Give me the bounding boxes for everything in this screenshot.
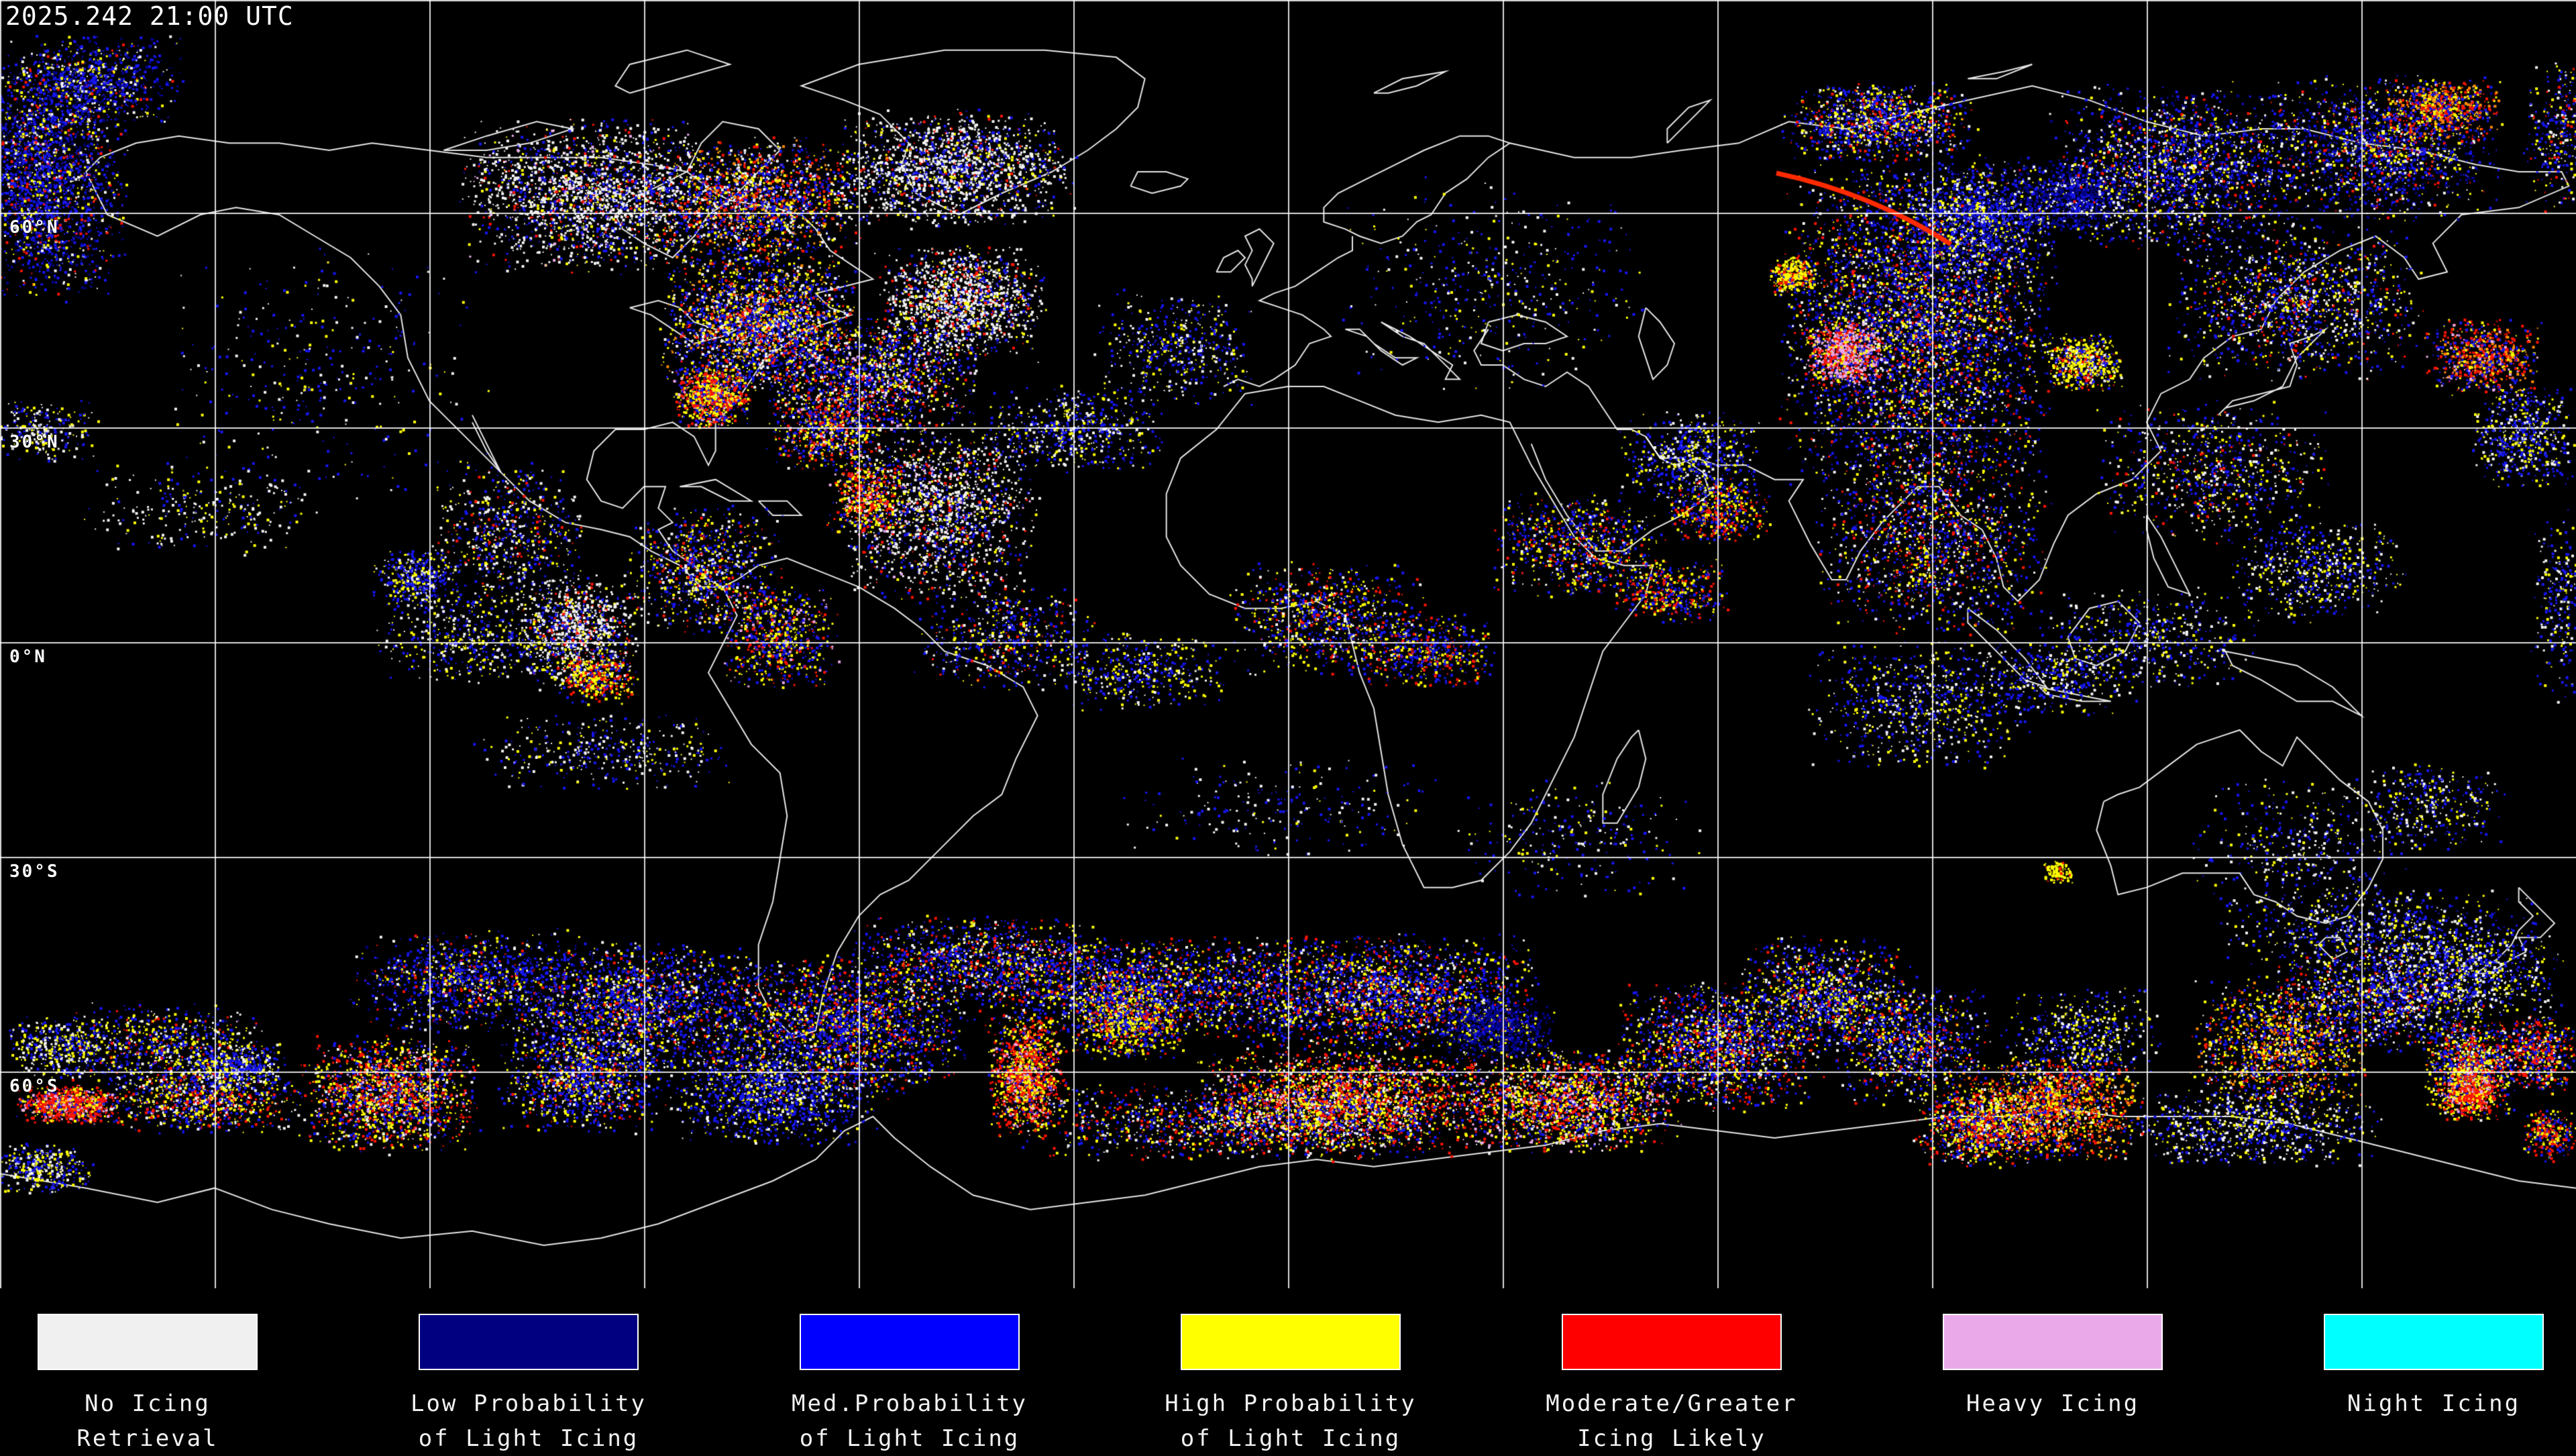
lat-label-0n: 0°N (9, 647, 47, 667)
timestamp: 2025.242 21:00 UTC (5, 1, 294, 31)
legend: No Icing Retrieval Low Probability of Ligh… (0, 1314, 2576, 1452)
legend-item-no-icing: No Icing Retrieval (0, 1314, 338, 1456)
legend-item-low-prob: Low Probability of Light Icing (338, 1314, 719, 1456)
lat-label-60n: 60°N (9, 217, 60, 238)
lat-label-60s: 60°S (9, 1076, 60, 1096)
lat-label-30s: 30°S (9, 862, 60, 882)
legend-label: Moderate/Greater Icing Likely (1546, 1390, 1798, 1452)
legend-swatch-moderate (1562, 1314, 1782, 1370)
legend-item-med-prob: Med.Probability of Light Icing (719, 1314, 1100, 1456)
legend-item-night: Night Icing (2243, 1314, 2576, 1421)
legend-label: Med.Probability of Light Icing (791, 1390, 1028, 1452)
legend-swatch-high-prob (1181, 1314, 1401, 1370)
lat-label-30n: 30°N (9, 432, 60, 452)
legend-swatch-low-prob (419, 1314, 639, 1370)
legend-swatch-no-icing (38, 1314, 258, 1370)
legend-item-moderate: Moderate/Greater Icing Likely (1481, 1314, 1862, 1456)
legend-item-high-prob: High Probability of Light Icing (1100, 1314, 1481, 1456)
legend-label: Low Probability of Light Icing (410, 1390, 647, 1452)
legend-label: Heavy Icing (1966, 1390, 2140, 1417)
legend-swatch-night (2324, 1314, 2544, 1370)
legend-swatch-heavy (1943, 1314, 2163, 1370)
legend-label: No Icing Retrieval (76, 1390, 219, 1452)
world-icing-map (0, 0, 2576, 1288)
legend-label: Night Icing (2347, 1390, 2521, 1417)
legend-swatch-med-prob (800, 1314, 1020, 1370)
legend-item-heavy: Heavy Icing (1862, 1314, 2243, 1421)
legend-label: High Probability of Light Icing (1165, 1390, 1417, 1452)
